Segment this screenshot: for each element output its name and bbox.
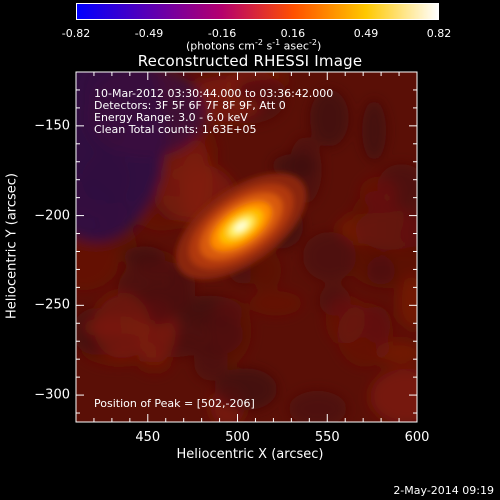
background-blob bbox=[370, 368, 417, 422]
background-blob bbox=[175, 312, 244, 357]
date-stamp: 2-May-2014 09:19 bbox=[393, 484, 494, 497]
image-layer bbox=[76, 72, 417, 422]
x-tick-label: 600 bbox=[404, 430, 430, 445]
annotation-peak-position: Position of Peak = [502,-206] bbox=[94, 397, 255, 410]
background-blob bbox=[250, 291, 302, 316]
colorbar-tick-label: 0.16 bbox=[280, 27, 306, 40]
y-axis-label: Heliocentric Y (arcsec) bbox=[4, 173, 20, 319]
source-layers bbox=[175, 173, 307, 280]
annotation-clean: Clean Total counts: 1.63E+05 bbox=[94, 123, 257, 136]
colorbar-tick-label: 0.49 bbox=[353, 27, 379, 40]
x-tick-label: 550 bbox=[314, 430, 340, 445]
y-tick-label: −250 bbox=[34, 297, 70, 313]
chart-title: Reconstructed RHESSI Image bbox=[137, 52, 363, 70]
background-blob bbox=[193, 344, 228, 381]
background-blob bbox=[215, 368, 278, 411]
background-blob bbox=[93, 292, 151, 359]
background-blob bbox=[366, 257, 396, 285]
background-blob bbox=[397, 276, 417, 329]
colorbar-tick-label: -0.82 bbox=[61, 27, 91, 40]
background-blob bbox=[309, 89, 349, 147]
colorbar-tick-label: 0.82 bbox=[426, 27, 452, 40]
plot-frame bbox=[75, 71, 418, 423]
x-tick-label: 500 bbox=[225, 430, 250, 445]
background-blob bbox=[362, 100, 387, 161]
x-axis-label: Heliocentric X (arcsec) bbox=[176, 447, 324, 462]
source-emission bbox=[175, 173, 307, 280]
colorbar-tick-label: -0.49 bbox=[134, 27, 164, 40]
background-blob bbox=[359, 176, 398, 209]
colorbar bbox=[76, 3, 439, 20]
annotation-time-range: 10-Mar-2012 03:30:44.000 to 03:36:42.000 bbox=[94, 87, 334, 100]
y-tick-label: −150 bbox=[34, 118, 70, 134]
colorbar-tick-label: -0.16 bbox=[207, 27, 237, 40]
y-tick-label: −200 bbox=[34, 208, 70, 224]
source-contour bbox=[234, 221, 248, 232]
background-blob bbox=[250, 251, 282, 290]
x-tick-label: 450 bbox=[135, 430, 161, 445]
background-blob bbox=[288, 390, 347, 422]
y-tick-label: −300 bbox=[34, 387, 70, 403]
background-blob bbox=[271, 153, 317, 178]
negative-region bbox=[86, 72, 206, 157]
background-blob bbox=[337, 302, 394, 367]
annotation-energy: Energy Range: 3.0 - 6.0 keV bbox=[94, 111, 248, 124]
background-blob bbox=[302, 231, 357, 282]
background-blob bbox=[235, 76, 286, 105]
axis-ticks bbox=[75, 71, 418, 422]
annotation-detectors: Detectors: 3F 5F 6F 7F 8F 9F, Att 0 bbox=[94, 99, 286, 112]
background-blob bbox=[355, 208, 417, 251]
colorbar-units: (photons cm-2 s-1 asec-2) bbox=[186, 38, 322, 53]
